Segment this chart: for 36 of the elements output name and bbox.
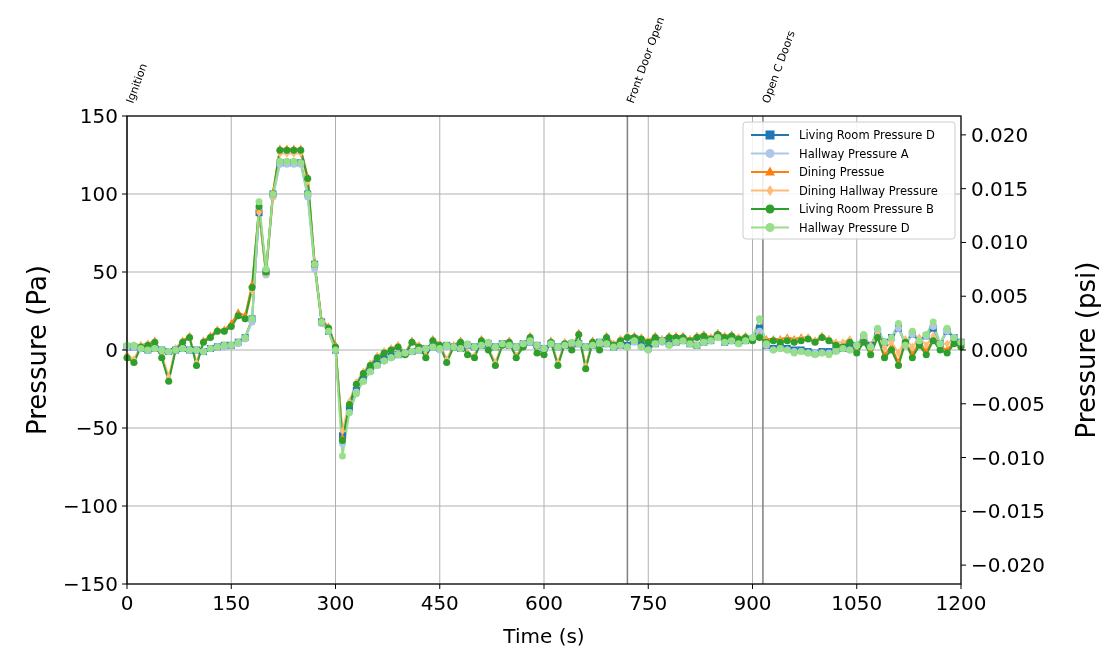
y2-tick-label: 0.000 xyxy=(971,338,1029,362)
y-tick-label: 150 xyxy=(79,104,118,128)
x-tick-label: 300 xyxy=(316,591,355,615)
x-tick-label: 900 xyxy=(733,591,772,615)
legend-label: Hallway Pressure D xyxy=(799,220,910,235)
legend-label: Dining Hallway Pressure xyxy=(799,183,938,198)
y-tick-label: 100 xyxy=(79,182,118,206)
legend-label: Dining Pressue xyxy=(799,165,885,179)
x-axis-title: Time (s) xyxy=(502,624,585,648)
legend-label: Living Room Pressure D xyxy=(799,128,936,142)
legend-label: Living Room Pressure B xyxy=(799,202,935,216)
y-tick-label: −100 xyxy=(63,494,118,518)
x-tick-label: 1050 xyxy=(831,591,883,615)
y-tick-label: −50 xyxy=(75,416,118,440)
ref-line-label: Front Door Open xyxy=(624,15,668,106)
y-tick-label: 0 xyxy=(105,338,118,362)
y2-tick-label: 0.015 xyxy=(971,176,1029,201)
y2-tick-label: 0.020 xyxy=(971,122,1029,147)
x-tick-label: 750 xyxy=(629,591,668,615)
y-tick-label: 50 xyxy=(92,260,118,284)
legend-label: Hallway Pressure A xyxy=(799,146,909,161)
ref-line-label: Open C Doors xyxy=(759,28,798,106)
x-tick-label: 600 xyxy=(524,591,564,615)
y-tick-label: −150 xyxy=(63,572,118,596)
y2-tick-label: −0.005 xyxy=(971,391,1046,416)
y2-tick-label: −0.020 xyxy=(971,553,1046,578)
y2-tick-label: 0.005 xyxy=(971,284,1029,309)
x-tick-label: 1200 xyxy=(935,591,987,615)
y2-tick-label: 0.010 xyxy=(971,230,1029,255)
y2-axis-title: Pressure (psi) xyxy=(1071,261,1101,439)
x-tick-label: 0 xyxy=(120,591,134,615)
y2-tick-label: −0.010 xyxy=(971,445,1046,470)
x-tick-label: 150 xyxy=(212,591,251,615)
x-tick-label: 450 xyxy=(420,591,459,615)
y-axis-title: Pressure (Pa) xyxy=(22,264,52,436)
y2-tick-label: −0.015 xyxy=(971,499,1046,524)
